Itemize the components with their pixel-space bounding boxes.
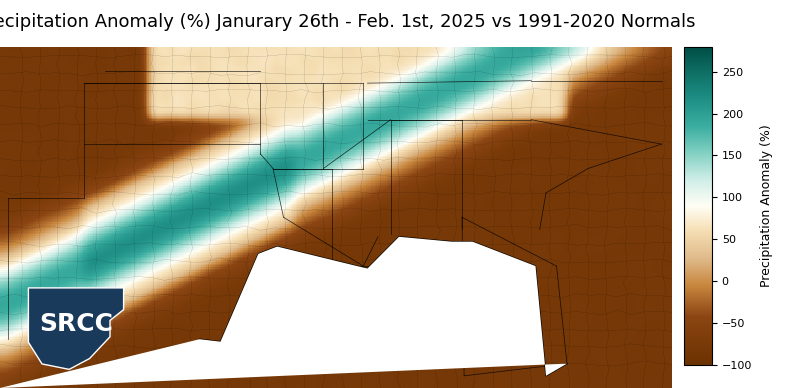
Text: Precipitation Anomaly (%) Janurary 26th - Feb. 1st, 2025 vs 1991-2020 Normals: Precipitation Anomaly (%) Janurary 26th … xyxy=(0,13,696,31)
Polygon shape xyxy=(0,237,567,388)
Y-axis label: Precipitation Anomaly (%): Precipitation Anomaly (%) xyxy=(761,124,774,287)
Text: SRCC: SRCC xyxy=(39,312,113,336)
Polygon shape xyxy=(29,288,124,369)
